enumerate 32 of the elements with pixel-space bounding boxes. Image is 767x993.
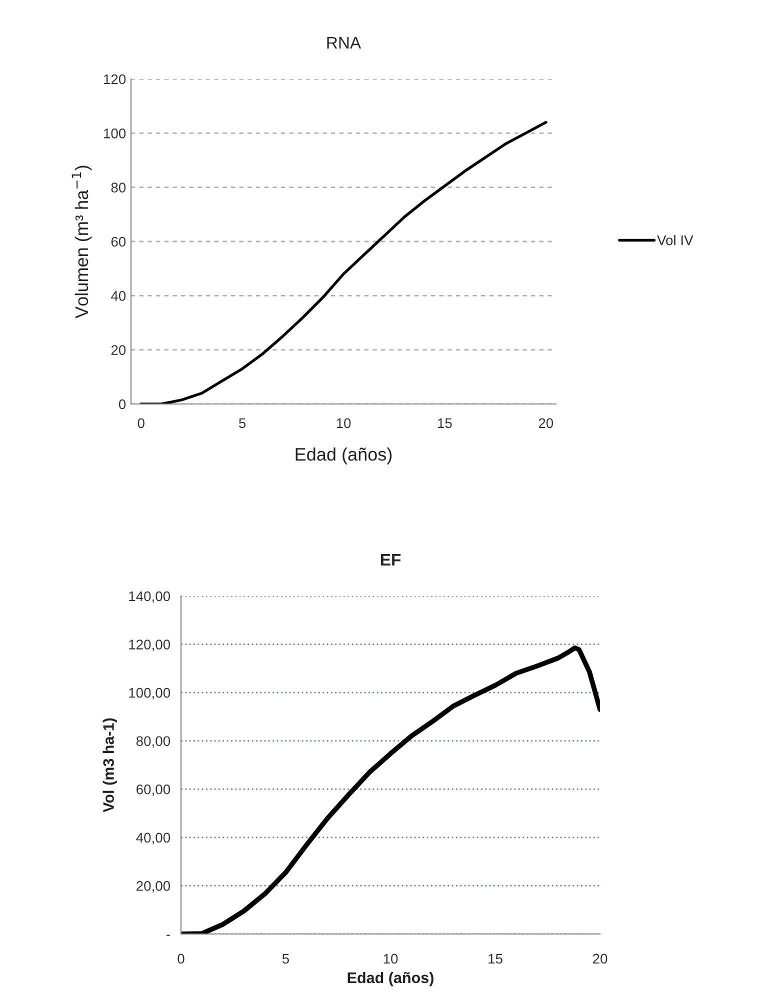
y-tick-label: 20 [111, 345, 126, 356]
x-axis-title: Edad (años) [348, 972, 434, 986]
x-tick-label: 20 [592, 954, 608, 964]
x-tick-label: 5 [239, 418, 246, 428]
y-tick-label: 140,00 [129, 591, 170, 603]
y-tick-label: 100 [104, 128, 126, 138]
y-axis-title: Volumen (m³ ha$^{−1}$) [72, 166, 92, 318]
y-tick-label: 120 [104, 74, 126, 84]
chart-title: RNA [327, 36, 362, 48]
x-tick-label: 15 [488, 954, 502, 964]
x-tick-label: 20 [538, 418, 554, 428]
y-tick-label: 40,00 [136, 832, 170, 844]
y-tick-label: - [166, 934, 170, 936]
x-tick-label: 5 [282, 954, 290, 964]
y-axis-title: Vol (m3 ha-1) [102, 718, 117, 812]
x-tick-label: 10 [336, 418, 351, 428]
y-tick-label: 60,00 [136, 784, 170, 796]
y-tick-label: 100,00 [129, 688, 170, 700]
y-tick-label: 80,00 [136, 736, 170, 748]
chart-title: EF [380, 554, 401, 566]
line-series [140, 120, 548, 404]
x-axis-title: Edad (años) [296, 448, 392, 464]
x-tick-label: 10 [384, 954, 398, 964]
y-tick-label: 0 [118, 399, 126, 410]
y-tick-label: 80 [111, 182, 126, 193]
y-tick-label: 120,00 [129, 640, 170, 652]
legend-label: Vol IV [657, 235, 694, 246]
y-tick-label: 60 [111, 236, 126, 247]
x-tick-label: 15 [438, 418, 452, 428]
y-tick-label: 20,00 [136, 881, 170, 893]
x-tick-label: 0 [178, 954, 184, 964]
y-tick-label: 40 [111, 291, 126, 301]
